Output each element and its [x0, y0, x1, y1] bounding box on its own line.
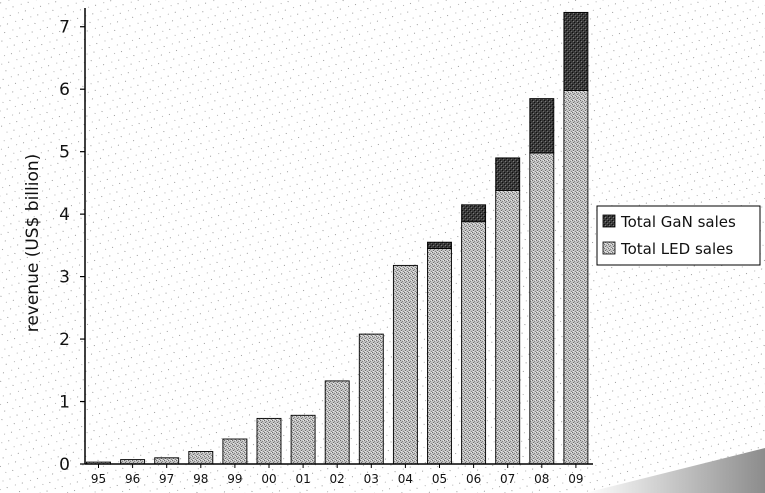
- bar-led-06: [461, 221, 487, 465]
- bar-led-00: [256, 417, 282, 465]
- legend-swatch-led: [602, 241, 616, 255]
- y-tick-label: 7: [59, 18, 70, 38]
- bar-led-09: [563, 90, 589, 465]
- x-tick-label: 01: [295, 472, 310, 486]
- y-tick-label: 3: [59, 268, 70, 288]
- bar-gan-07: [495, 157, 521, 191]
- y-axis-label: revenue (US$ billion): [23, 154, 43, 333]
- y-tick-label: 5: [59, 143, 70, 163]
- bar-gan-05: [427, 241, 452, 249]
- x-tick-label: 97: [159, 472, 174, 486]
- y-tick-label: 0: [59, 455, 70, 475]
- y-tick-label: 6: [59, 80, 70, 100]
- bar-led-04: [392, 264, 418, 465]
- y-axis-ticks: 0 1 2 3 4 5 6 7: [59, 18, 85, 475]
- legend: Total GaN sales Total LED sales: [596, 205, 761, 266]
- x-tick-label: 98: [193, 472, 208, 486]
- x-tick-label: 00: [261, 472, 276, 486]
- bar-led-99: [222, 438, 248, 465]
- bar-gan-08: [529, 98, 555, 154]
- x-tick-label: 09: [568, 472, 583, 486]
- bar-led-97: [154, 457, 180, 465]
- x-tick-label: 05: [432, 472, 447, 486]
- x-tick-label: 04: [398, 472, 413, 486]
- x-tick-label: 96: [125, 472, 140, 486]
- legend-swatch-gan: [602, 214, 616, 228]
- legend-label-gan: Total GaN sales: [620, 213, 736, 231]
- x-tick-label: 06: [466, 472, 481, 486]
- y-tick-label: 1: [59, 393, 70, 413]
- bar-led-05: [427, 248, 452, 465]
- x-tick-label: 08: [534, 472, 549, 486]
- bar-led-01: [290, 414, 316, 465]
- bar-gan-06: [461, 204, 487, 223]
- x-tick-label: 07: [500, 472, 515, 486]
- legend-label-led: Total LED sales: [620, 240, 733, 258]
- bar-led-07: [495, 189, 521, 465]
- bar-led-03: [358, 333, 384, 465]
- bars-layer: [86, 11, 589, 465]
- legend-box: [596, 205, 761, 266]
- y-tick-label: 4: [59, 205, 70, 225]
- bar-gan-09: [563, 11, 589, 91]
- x-axis-ticks: 95 96 97 98 99 00 01 02 03 04 05 06 07 08 09: [91, 464, 584, 486]
- x-tick-label: 95: [91, 472, 106, 486]
- y-tick-label: 2: [59, 330, 70, 350]
- corner-shading: [585, 448, 765, 493]
- x-tick-label: 02: [330, 472, 345, 486]
- bar-led-02: [324, 380, 350, 465]
- bar-led-08: [529, 152, 555, 465]
- bar-led-98: [188, 451, 214, 465]
- x-tick-label: 03: [364, 472, 379, 486]
- x-tick-label: 99: [227, 472, 242, 486]
